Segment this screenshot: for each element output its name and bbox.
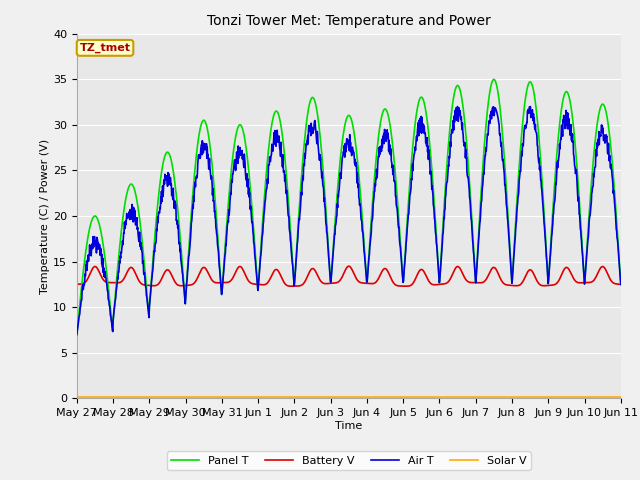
Solar V xyxy=(552,394,560,400)
Panel T xyxy=(255,278,262,284)
Solar V xyxy=(180,394,188,400)
Solar V xyxy=(194,394,202,400)
Panel T xyxy=(617,281,625,287)
Text: TZ_tmet: TZ_tmet xyxy=(79,43,131,53)
Solar V xyxy=(73,394,81,400)
Panel T xyxy=(73,332,81,337)
Battery V xyxy=(194,275,202,280)
X-axis label: Time: Time xyxy=(335,421,362,431)
Air T xyxy=(433,248,441,253)
Legend: Panel T, Battery V, Air T, Solar V: Panel T, Battery V, Air T, Solar V xyxy=(167,451,531,470)
Battery V xyxy=(180,283,188,288)
Panel T xyxy=(433,243,441,249)
Panel T xyxy=(505,221,513,227)
Air T xyxy=(180,292,188,298)
Air T xyxy=(255,279,262,285)
Battery V xyxy=(434,282,442,288)
Air T xyxy=(454,104,461,109)
Battery V xyxy=(505,282,513,288)
Solar V xyxy=(504,394,512,400)
Air T xyxy=(73,332,81,337)
Title: Tonzi Tower Met: Temperature and Power: Tonzi Tower Met: Temperature and Power xyxy=(207,14,491,28)
Battery V xyxy=(345,264,353,269)
Air T xyxy=(617,281,625,287)
Y-axis label: Temperature (C) / Power (V): Temperature (C) / Power (V) xyxy=(40,138,50,294)
Panel T xyxy=(194,141,202,146)
Line: Air T: Air T xyxy=(77,107,621,335)
Solar V xyxy=(617,394,625,400)
Battery V xyxy=(73,281,81,287)
Line: Battery V: Battery V xyxy=(77,266,621,286)
Solar V xyxy=(255,394,262,400)
Solar V xyxy=(433,394,441,400)
Air T xyxy=(553,175,561,180)
Battery V xyxy=(287,283,295,289)
Battery V xyxy=(255,282,262,288)
Battery V xyxy=(553,280,561,286)
Air T xyxy=(194,161,202,167)
Battery V xyxy=(617,281,625,287)
Panel T xyxy=(180,290,188,296)
Line: Panel T: Panel T xyxy=(77,79,621,335)
Air T xyxy=(505,229,513,235)
Panel T xyxy=(553,155,561,161)
Panel T xyxy=(490,76,498,82)
